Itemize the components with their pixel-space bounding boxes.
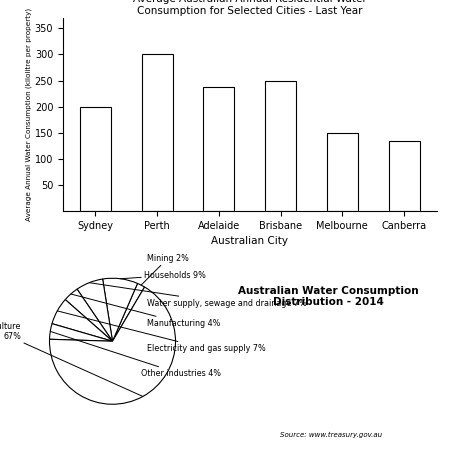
- Wedge shape: [52, 299, 112, 341]
- Text: Australian Water Consumption
Distribution - 2014: Australian Water Consumption Distributio…: [238, 286, 419, 307]
- X-axis label: Australian City: Australian City: [211, 236, 288, 247]
- Y-axis label: Average Annual Water Consumption (kilolitre per property): Average Annual Water Consumption (kiloli…: [25, 8, 32, 221]
- Text: Source: www.treasury.gov.au: Source: www.treasury.gov.au: [280, 431, 382, 438]
- Bar: [327, 133, 358, 211]
- Wedge shape: [50, 324, 112, 341]
- Text: Households 9%: Households 9%: [121, 271, 206, 280]
- Bar: [203, 88, 234, 211]
- Bar: [142, 54, 173, 211]
- Wedge shape: [65, 289, 112, 341]
- Text: Agriculture
67%: Agriculture 67%: [0, 322, 143, 396]
- Title: Average Australian Annual Residential Water
Consumption for Selected Cities - La: Average Australian Annual Residential Wa…: [133, 0, 367, 16]
- Text: Mining 2%: Mining 2%: [141, 254, 189, 285]
- Text: Other industries 4%: Other industries 4%: [50, 331, 221, 379]
- Wedge shape: [77, 279, 112, 341]
- Text: Electricity and gas supply 7%: Electricity and gas supply 7%: [57, 311, 266, 353]
- Text: Water supply, sewage and drainage 7%: Water supply, sewage and drainage 7%: [89, 283, 307, 308]
- Wedge shape: [112, 283, 144, 341]
- Wedge shape: [103, 278, 138, 341]
- Bar: [389, 141, 419, 211]
- Wedge shape: [50, 287, 176, 404]
- Bar: [265, 80, 296, 211]
- Text: Manufacturing 4%: Manufacturing 4%: [71, 294, 220, 328]
- Bar: [80, 107, 111, 211]
